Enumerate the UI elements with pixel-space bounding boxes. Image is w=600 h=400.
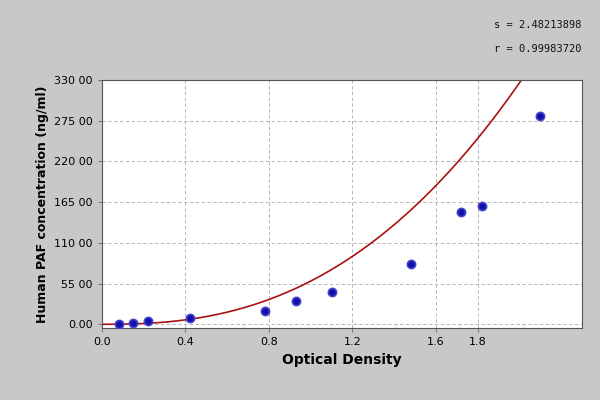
Point — [114, 321, 124, 327]
Point — [291, 298, 301, 304]
Point — [477, 203, 487, 209]
Text: s = 2.48213898: s = 2.48213898 — [494, 20, 582, 30]
Y-axis label: Human PAF concentration (ng/ml): Human PAF concentration (ng/ml) — [35, 85, 49, 323]
Point — [260, 308, 269, 314]
Point — [327, 288, 337, 295]
Point — [535, 112, 545, 119]
Point — [456, 208, 466, 215]
Point — [185, 315, 194, 322]
X-axis label: Optical Density: Optical Density — [282, 352, 402, 366]
Point — [143, 318, 153, 325]
Text: r = 0.99983720: r = 0.99983720 — [494, 44, 582, 54]
Point — [128, 320, 138, 326]
Point — [406, 260, 416, 267]
